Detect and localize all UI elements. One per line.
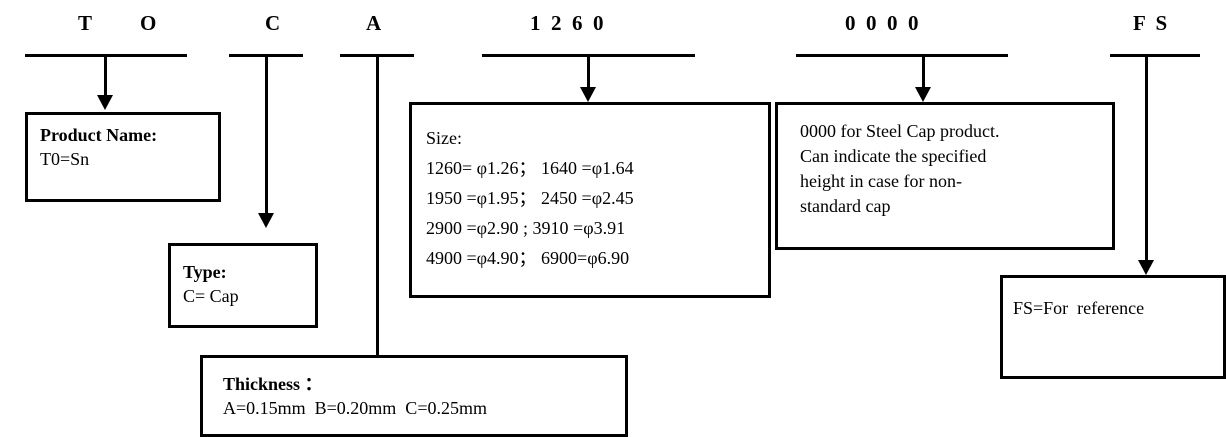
arrow-size: [580, 87, 596, 102]
code-letter-c: C: [265, 11, 281, 35]
type-label: Type:: [183, 262, 227, 282]
type-value: C= Cap: [183, 286, 239, 306]
height-box: 0000 for Steel Cap product. Can indicate…: [775, 102, 1115, 250]
size-row-4: 4900 =φ4.90； 6900=φ6.90: [426, 248, 630, 268]
height-line-3: height in case for non-: [800, 171, 962, 191]
product-name-box: Product Name: T0=Sn: [25, 112, 221, 202]
type-box: Type: C= Cap: [168, 243, 318, 328]
code-letter-o: O: [140, 11, 157, 35]
bar-reference: [1110, 54, 1200, 57]
connector-size: [587, 56, 590, 88]
size-heading: Size:: [426, 128, 462, 148]
product-name-value: T0=Sn: [40, 149, 90, 169]
bar-product-name: [25, 54, 187, 57]
thickness-label: Thickness ：: [223, 374, 323, 394]
connector-reference: [1145, 56, 1148, 261]
code-letter-a: A: [366, 11, 382, 35]
bar-height: [796, 54, 1008, 57]
connector-thickness: [376, 56, 379, 356]
arrow-product-name: [97, 95, 113, 110]
thickness-value: A=0.15mm B=0.20mm C=0.25mm: [223, 398, 487, 418]
bar-thickness: [340, 54, 414, 57]
code-letter-t: T: [78, 11, 93, 35]
code-size-digits: 1 2 6 0: [530, 11, 604, 35]
size-box: Size: 1260= φ1.26； 1640 =φ1.64 1950 =φ1.…: [409, 102, 771, 298]
bar-size: [482, 54, 695, 57]
size-row-2: 1950 =φ1.95； 2450 =φ2.45: [426, 188, 634, 208]
thickness-box: Thickness ： A=0.15mm B=0.20mm C=0.25mm: [200, 355, 628, 437]
height-line-4: standard cap: [800, 196, 891, 216]
arrow-type: [258, 213, 274, 228]
size-row-3: 2900 =φ2.90 ; 3910 =φ3.91: [426, 218, 626, 238]
reference-line: FS=For reference: [1013, 298, 1145, 318]
bar-type: [229, 54, 303, 57]
arrow-height: [915, 87, 931, 102]
connector-type: [265, 56, 268, 214]
height-line-1: 0000 for Steel Cap product.: [800, 121, 1000, 141]
connector-height: [922, 56, 925, 88]
code-height-digits: 0 0 0 0: [845, 11, 919, 35]
reference-box: FS=For reference: [1000, 275, 1226, 379]
connector-product-name: [104, 56, 107, 96]
code-letters-fs: F S: [1133, 11, 1168, 35]
arrow-reference: [1138, 260, 1154, 275]
size-row-1: 1260= φ1.26； 1640 =φ1.64: [426, 158, 634, 178]
height-line-2: Can indicate the specified: [800, 146, 987, 166]
product-name-label: Product Name:: [40, 125, 158, 145]
